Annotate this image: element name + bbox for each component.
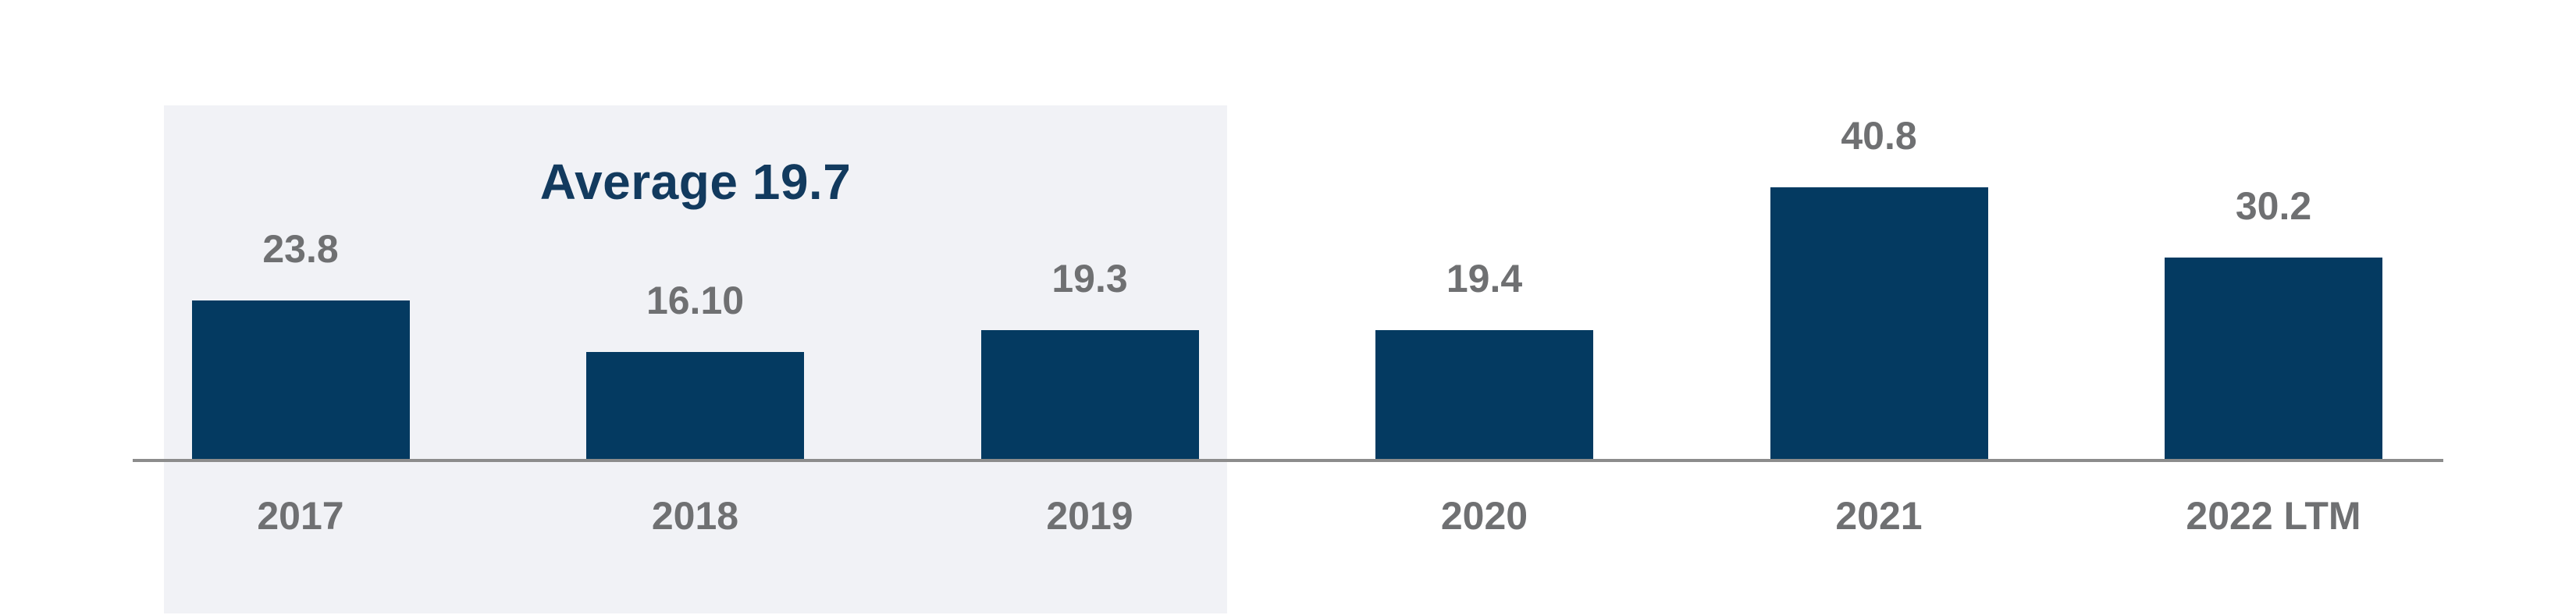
bar-value-label: 19.3 [1051, 257, 1128, 300]
bar-2018 [586, 352, 804, 459]
bar-value-label: 16.10 [646, 279, 745, 322]
bar-value-label: 40.8 [1841, 114, 1917, 158]
x-axis-tick-label: 2022 LTM [2186, 494, 2361, 538]
bar-value-label: 19.4 [1446, 257, 1523, 300]
bar-2022-ltm [2165, 258, 2382, 459]
bar-2020 [1375, 330, 1593, 459]
bar-value-label: 30.2 [2235, 184, 2312, 228]
x-axis-tick-label: 2021 [1835, 494, 1923, 538]
average-annotation-label: Average 19.7 [539, 154, 852, 210]
x-axis-tick-label: 2018 [651, 494, 739, 538]
x-axis-tick-label: 2020 [1440, 494, 1528, 538]
bar-2017 [191, 300, 410, 459]
bar-2019 [980, 330, 1199, 459]
x-axis-line [133, 459, 2443, 462]
x-axis-tick-label: 2019 [1046, 494, 1133, 538]
bar-2021 [1770, 187, 1988, 459]
x-axis-tick-label: 2017 [257, 494, 344, 538]
bar-value-label: 23.8 [262, 227, 339, 271]
